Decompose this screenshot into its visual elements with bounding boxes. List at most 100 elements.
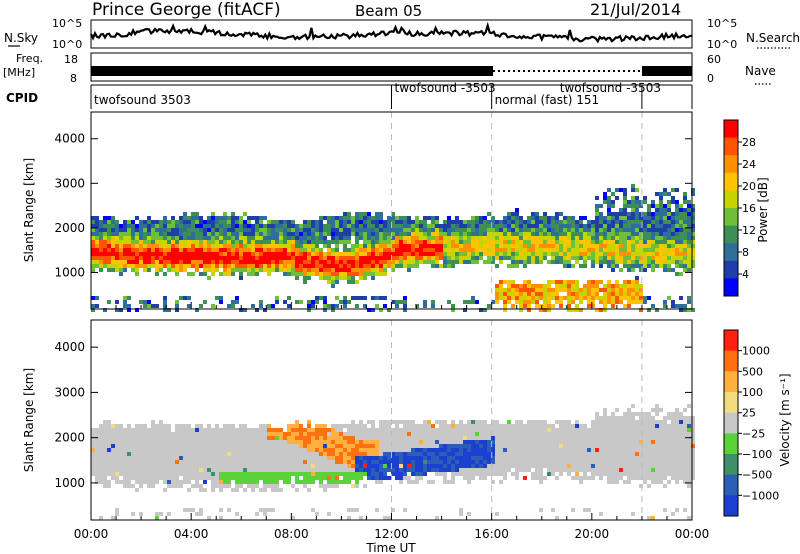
power-ytick-label-2: 3000 — [54, 176, 85, 190]
velocity-cell — [511, 464, 515, 468]
nsearch-label: N.Search — [746, 31, 800, 45]
velocity-cell — [327, 428, 331, 432]
power-cell — [251, 272, 255, 276]
velocity-cell — [279, 476, 283, 480]
power-cell — [555, 236, 559, 240]
power-cell — [207, 276, 211, 280]
power-cell — [291, 240, 295, 244]
power-cell — [95, 224, 99, 228]
power-cell — [575, 280, 579, 284]
power-cell — [207, 248, 211, 252]
power-cell — [659, 244, 663, 248]
velocity-cell — [651, 456, 655, 460]
velocity-cell — [391, 468, 395, 472]
velocity-cell — [515, 472, 519, 476]
velocity-cell — [503, 440, 507, 444]
power-cell — [555, 220, 559, 224]
power-cell — [267, 252, 271, 256]
power-cell — [535, 236, 539, 240]
power-cell — [643, 220, 647, 224]
power-cell — [347, 232, 351, 236]
power-cell — [155, 224, 159, 228]
velocity-cell — [683, 464, 687, 468]
power-cell — [631, 240, 635, 244]
velocity-cell — [283, 476, 287, 480]
velocity-cell — [367, 460, 371, 464]
power-cell — [127, 240, 131, 244]
power-cell — [307, 240, 311, 244]
velocity-cell — [267, 472, 271, 476]
power-cell — [315, 296, 319, 300]
power-cell — [195, 224, 199, 228]
power-cell — [191, 216, 195, 220]
power-cell — [211, 264, 215, 268]
velocity-cell — [143, 440, 147, 444]
velocity-cell — [247, 480, 251, 484]
power-cell — [603, 200, 607, 204]
power-cell — [511, 304, 515, 308]
velocity-cell — [559, 464, 563, 468]
velocity-cell — [387, 432, 391, 436]
power-cell — [551, 280, 555, 284]
power-cell — [651, 220, 655, 224]
power-cell — [247, 232, 251, 236]
power-cell — [603, 288, 607, 292]
power-cell — [627, 220, 631, 224]
power-cell — [631, 216, 635, 220]
power-cell — [643, 200, 647, 204]
velocity-cell — [583, 428, 587, 432]
power-cell — [239, 224, 243, 228]
power-cell — [679, 232, 683, 236]
velocity-cell — [643, 472, 647, 476]
power-cell — [487, 220, 491, 224]
velocity-cell — [175, 456, 179, 460]
velocity-cell — [387, 424, 391, 428]
power-cell — [343, 264, 347, 268]
velocity-cell — [539, 508, 543, 512]
power-cell — [547, 220, 551, 224]
velocity-cell — [147, 468, 151, 472]
velocity-cell — [403, 436, 407, 440]
power-cell — [223, 228, 227, 232]
power-cell — [575, 220, 579, 224]
velocity-cell — [675, 476, 679, 480]
power-cell — [163, 244, 167, 248]
power-cell — [503, 228, 507, 232]
power-cell — [399, 224, 403, 228]
velocity-cell — [523, 464, 527, 468]
power-cell — [511, 228, 515, 232]
velocity-cell — [479, 464, 483, 468]
velocity-cell — [147, 432, 151, 436]
velocity-cell — [611, 432, 615, 436]
power-cell — [567, 232, 571, 236]
power-cell — [659, 248, 663, 252]
power-cell — [323, 276, 327, 280]
power-cell — [427, 228, 431, 232]
power-cell — [667, 260, 671, 264]
power-cell — [199, 252, 203, 256]
velocity-cell — [375, 460, 379, 464]
velocity-cell — [387, 436, 391, 440]
velocity-cell — [527, 456, 531, 460]
velocity-cell — [179, 472, 183, 476]
velocity-cell — [295, 444, 299, 448]
velocity-cell — [403, 456, 407, 460]
power-cell — [463, 232, 467, 236]
velocity-cell — [159, 448, 163, 452]
velocity-cell — [415, 452, 419, 456]
power-colorbar-swatch-4 — [724, 190, 738, 209]
power-cell — [355, 228, 359, 232]
power-cell — [635, 260, 639, 264]
power-cell — [399, 220, 403, 224]
velocity-cell — [583, 476, 587, 480]
velocity-cell — [643, 452, 647, 456]
velocity-cell — [631, 428, 635, 432]
power-cell — [631, 248, 635, 252]
power-cell — [559, 296, 563, 300]
power-cell — [363, 244, 367, 248]
power-cell — [483, 236, 487, 240]
velocity-cell — [407, 420, 411, 424]
velocity-cell — [163, 436, 167, 440]
velocity-cell — [107, 464, 111, 468]
power-cell — [691, 228, 695, 232]
